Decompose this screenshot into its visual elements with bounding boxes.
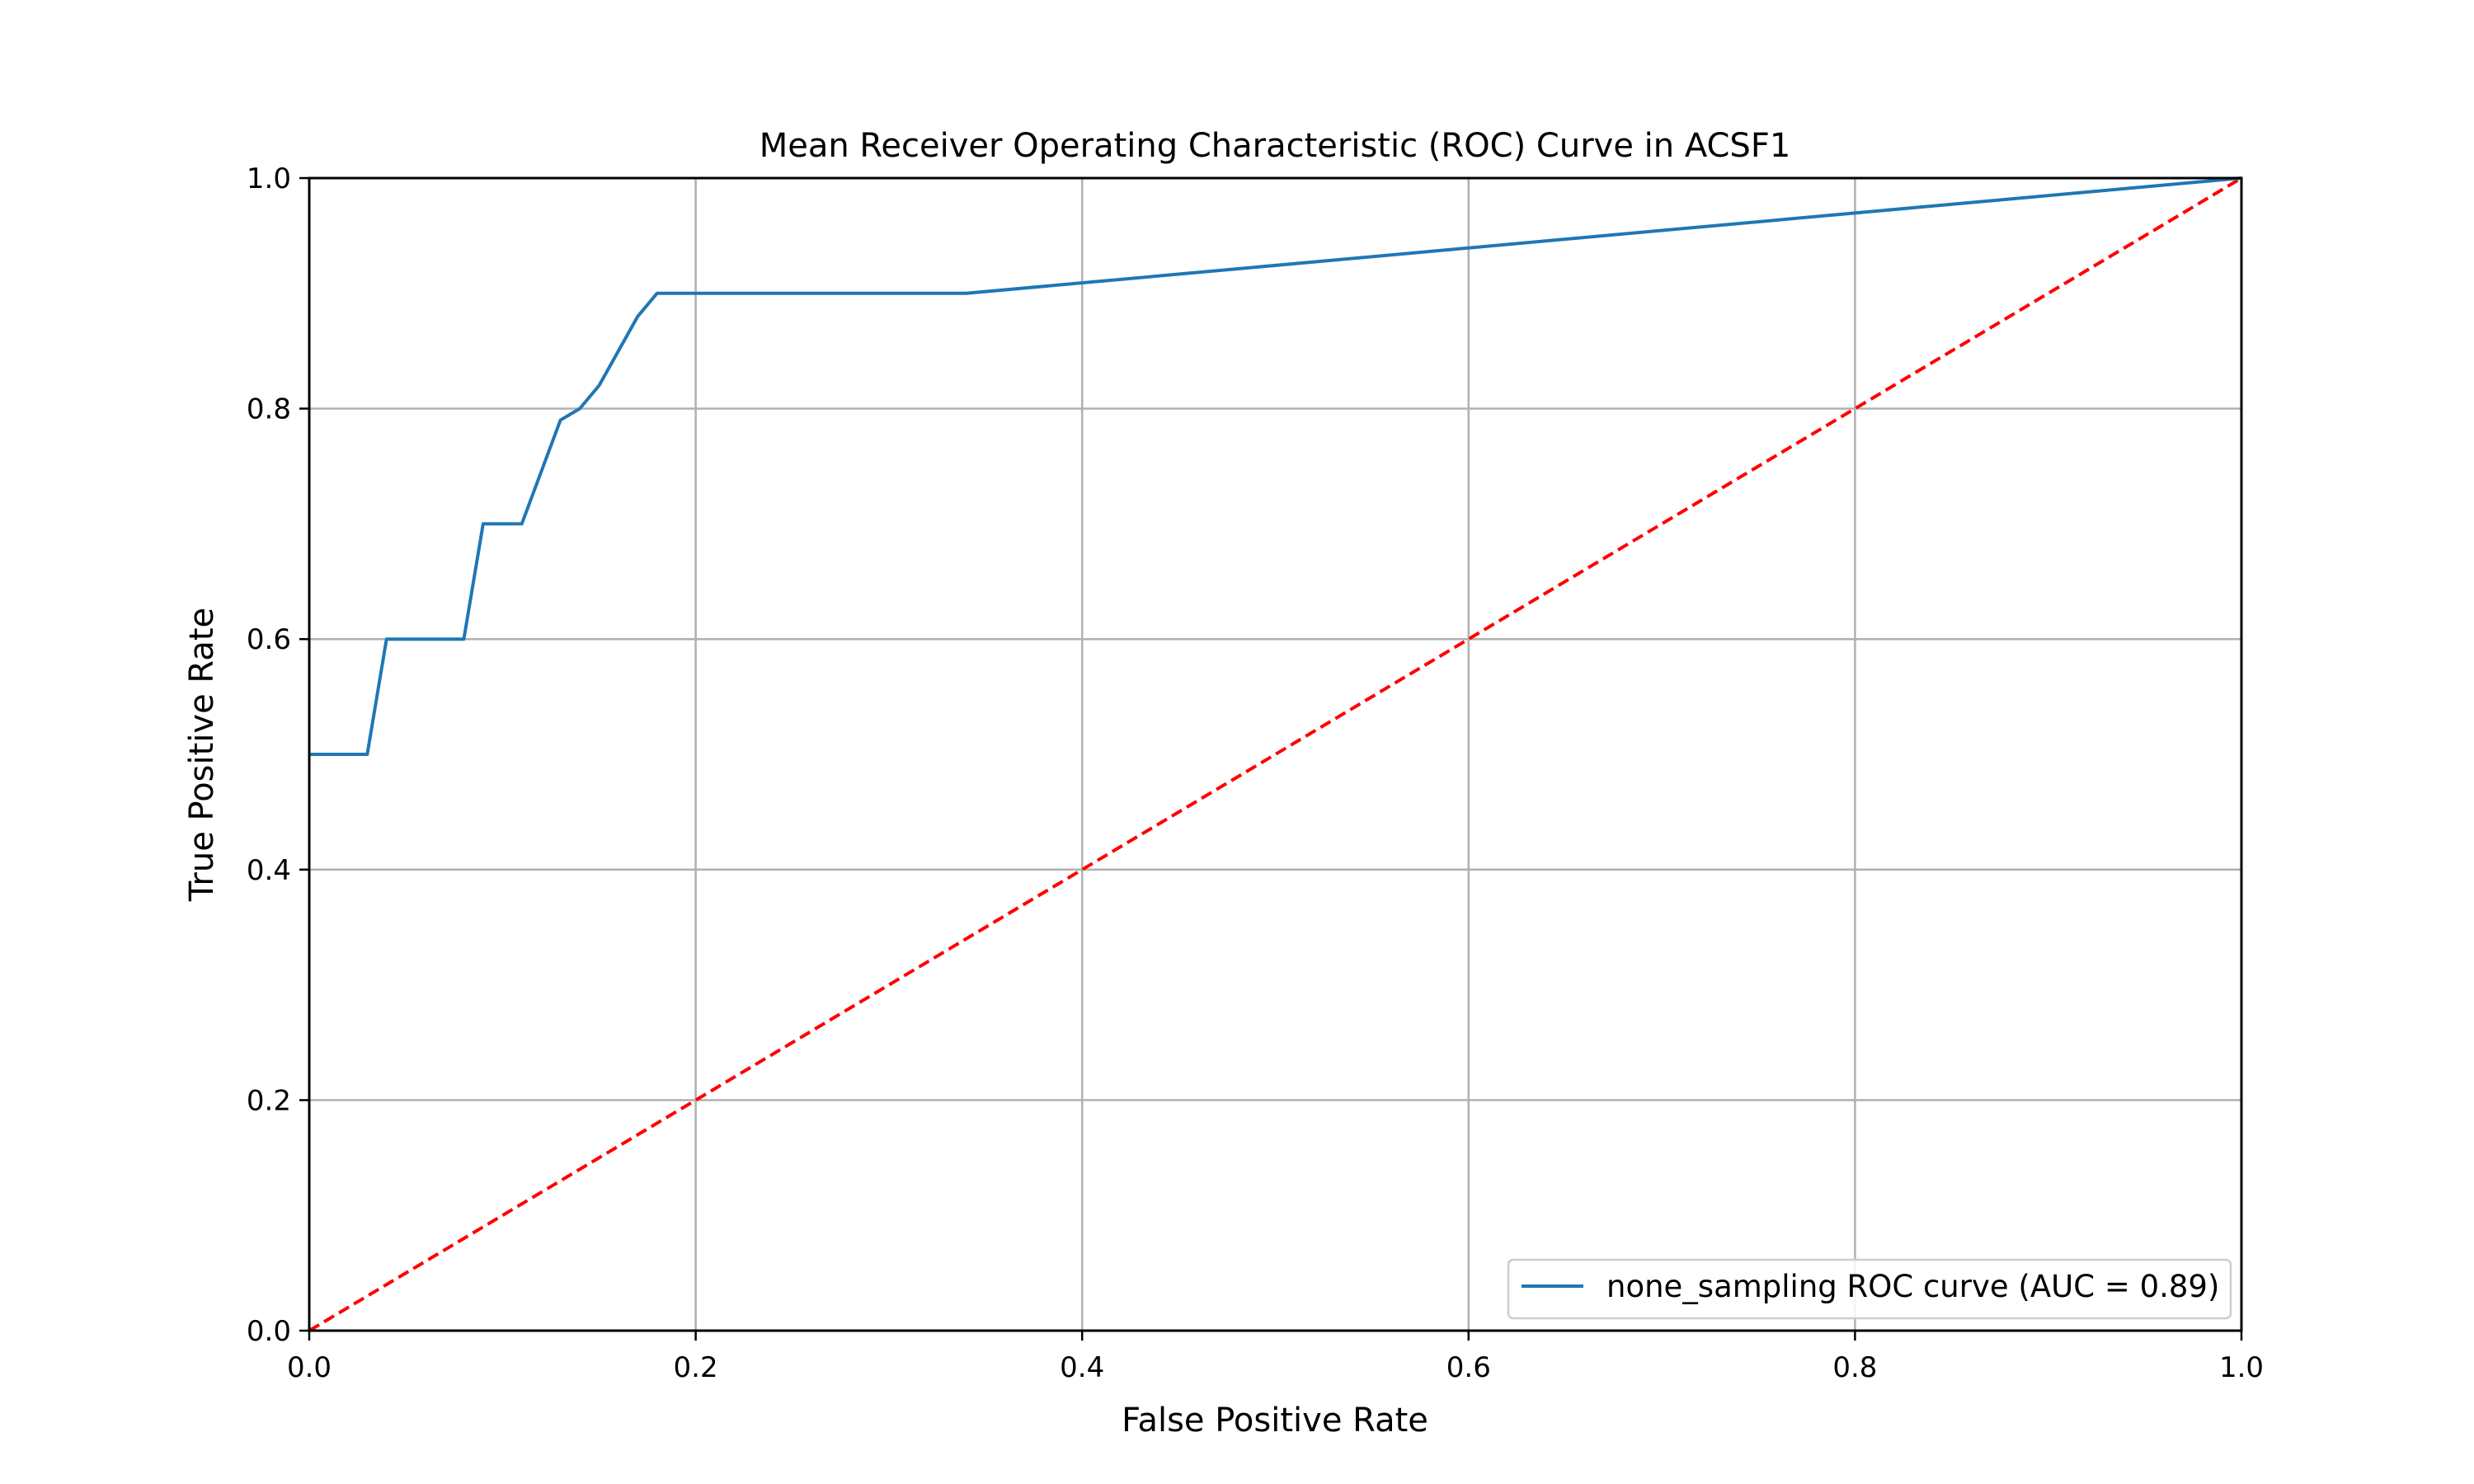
y-axis-label: True Positive Rate: [183, 608, 221, 902]
y-tick-label: 0.8: [247, 393, 291, 426]
x-tick-label: 0.4: [1060, 1351, 1104, 1384]
legend: none_sampling ROC curve (AUC = 0.89): [1507, 1258, 2232, 1320]
series-layer: [308, 176, 2243, 1332]
chart-title: Mean Receiver Operating Characteristic (…: [760, 127, 1791, 165]
y-tick-label: 0.0: [247, 1315, 291, 1348]
x-tick-label: 0.8: [1832, 1351, 1877, 1384]
plot-frame: [308, 176, 2243, 1332]
x-tick-label: 0.6: [1446, 1351, 1491, 1384]
y-tick-label: 0.4: [247, 854, 291, 887]
y-tick-label: 1.0: [247, 162, 291, 195]
x-tick-label: 0.2: [674, 1351, 718, 1384]
y-tick-label: 0.6: [247, 623, 291, 656]
roc-curve-line: [309, 176, 2242, 756]
legend-label: none_sampling ROC curve (AUC = 0.89): [1606, 1269, 2219, 1304]
ticks: 0.0 0.2 0.4 0.6 0.8 1.0 0.0 0.2 0.4 0.6 0.8 1.0: [247, 162, 2264, 1384]
x-axis-label: False Positive Rate: [1122, 1402, 1428, 1439]
x-tick-label: 1.0: [2219, 1351, 2264, 1384]
chance-diagonal-line: [308, 176, 2243, 1332]
legend-box: [1507, 1258, 2232, 1320]
x-tick-label: 0.0: [287, 1351, 332, 1384]
y-tick-label: 0.2: [247, 1084, 291, 1117]
